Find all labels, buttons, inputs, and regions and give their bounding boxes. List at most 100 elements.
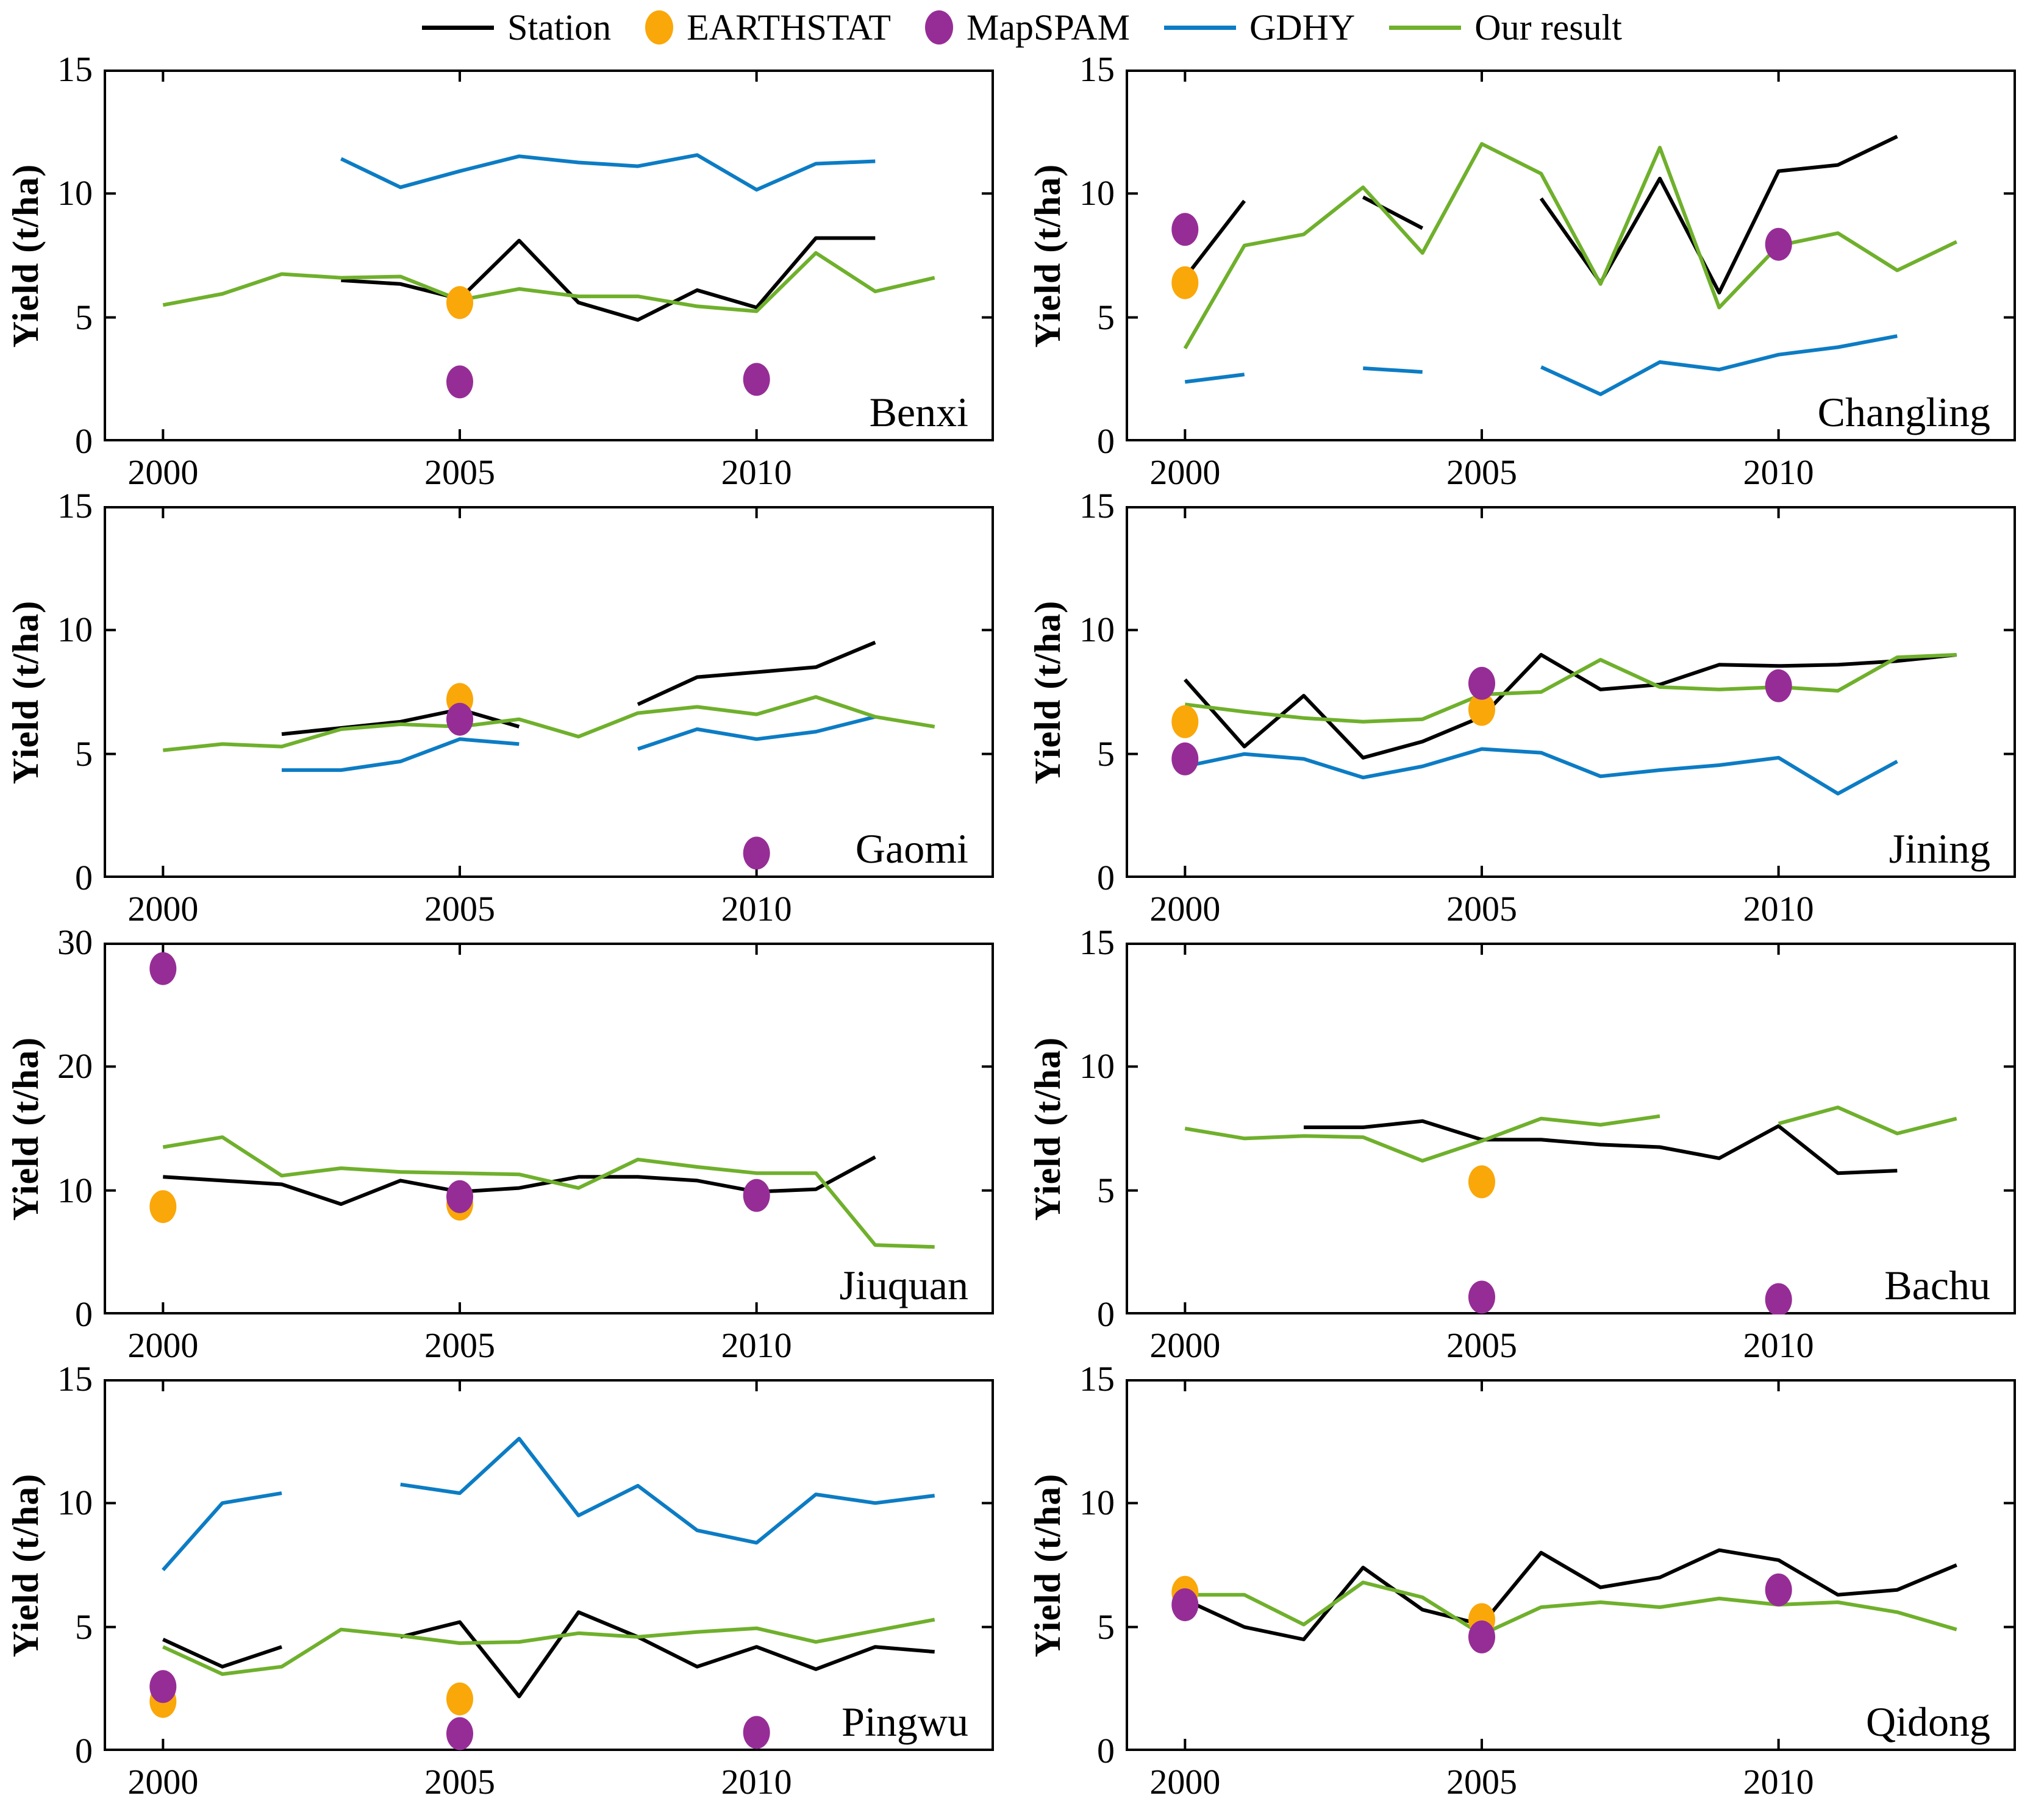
subplot: Yield (t/ha) Gaomi 0 5 10 15 2000 2005 2010	[0, 486, 1022, 929]
x-tick-label: 2010	[721, 889, 792, 929]
mapspam-point	[149, 1670, 177, 1703]
station-name: Jiuquan	[839, 1262, 968, 1308]
subplot: Yield (t/ha) Benxi 0 5 10 15 2000 2005 2010	[0, 49, 1022, 492]
x-tick-label: 2000	[1149, 1762, 1221, 1801]
legend: Station EARTHSTAT MapSPAM GDHY Our resul…	[0, 0, 2044, 55]
y-tick-label: 15	[1079, 49, 1115, 89]
y-tick-label: 10	[57, 610, 93, 650]
x-tick-label: 2005	[424, 889, 495, 929]
y-tick-label: 0	[75, 1294, 93, 1334]
mapspam-point	[743, 836, 770, 870]
y-tick-label: 10	[1079, 610, 1115, 650]
x-tick-label: 2005	[424, 452, 495, 492]
mapspam-point	[446, 1717, 473, 1750]
y-tick-label: 10	[57, 1483, 93, 1523]
mapspam-point	[743, 1716, 770, 1749]
plot-area: Jining	[1126, 506, 2016, 878]
legend-label: Our result	[1474, 7, 1622, 48]
mapspam-point	[1765, 1573, 1792, 1607]
y-axis-label: Yield (t/ha)	[1022, 70, 1074, 441]
y-tick-label: 0	[75, 858, 93, 897]
y-axis-label: Yield (t/ha)	[1022, 506, 1074, 878]
plot-svg	[104, 943, 994, 1314]
station-line	[637, 640, 876, 707]
mapspam-dot-swatch-icon	[925, 10, 954, 45]
y-tick-label: 5	[1097, 733, 1115, 774]
legend-item-earthstat: EARTHSTAT	[645, 7, 891, 49]
station-name: Jining	[1889, 826, 1990, 872]
y-tick-label: 0	[1097, 1731, 1115, 1771]
plot-svg	[1126, 506, 2016, 878]
y-tick-label: 5	[75, 1607, 93, 1647]
mapspam-point	[1468, 1280, 1495, 1314]
gdhy-line	[1184, 373, 1245, 384]
legend-label: EARTHSTAT	[687, 7, 892, 48]
plot-svg	[1126, 70, 2016, 441]
y-tick-label: 10	[1079, 1046, 1115, 1086]
x-tick-label: 2005	[424, 1762, 495, 1801]
x-tick-label: 2010	[721, 452, 792, 492]
station-line	[162, 1638, 282, 1669]
y-tick-label: 15	[57, 49, 93, 89]
y-tick-label: 5	[1097, 1170, 1115, 1210]
our-line	[1778, 1105, 1957, 1136]
plot-area: Changling	[1126, 70, 2016, 441]
gdhy-line	[637, 715, 876, 751]
gdhy-line	[1184, 747, 1898, 796]
x-tick-label: 2005	[1446, 1325, 1517, 1365]
station-name: Bachu	[1884, 1262, 1990, 1308]
legend-item-station: Station	[422, 7, 611, 49]
legend-label: MapSPAM	[967, 7, 1130, 48]
y-axis-label: Yield (t/ha)	[1022, 1379, 1074, 1751]
subplot: Yield (t/ha) Jiuquan 0 10 20 30 2000 2005 2010	[0, 925, 1022, 1365]
y-tick-label: 5	[75, 733, 93, 774]
y-tick-label: 15	[57, 486, 93, 526]
axes-box	[104, 943, 994, 1314]
y-tick-label: 10	[57, 1170, 93, 1210]
mapspam-point	[1171, 1588, 1199, 1622]
station-line	[341, 236, 876, 322]
station-line	[281, 707, 520, 736]
our-line	[1184, 653, 1957, 724]
station-line-swatch-icon	[422, 25, 495, 30]
x-tick-label: 2010	[1743, 452, 1814, 492]
earthstat-point	[446, 1682, 473, 1716]
y-axis-label: Yield (t/ha)	[1022, 943, 1074, 1314]
our-line	[162, 251, 935, 313]
station-name: Gaomi	[855, 826, 968, 872]
y-axis-label: Yield (t/ha)	[0, 70, 52, 441]
y-tick-label: 0	[1097, 421, 1115, 461]
x-tick-label: 2000	[1149, 889, 1221, 929]
x-tick-label: 2005	[1446, 452, 1517, 492]
subplot: Yield (t/ha) Jining 0 5 10 15 2000 2005 2010	[1022, 488, 2044, 929]
axes-box	[104, 1379, 994, 1751]
y-tick-label: 5	[1097, 1607, 1115, 1647]
y-tick-label: 10	[1079, 1483, 1115, 1523]
station-line	[399, 1610, 935, 1699]
plot-svg	[1126, 943, 2016, 1314]
our-result-line-swatch-icon	[1389, 25, 1462, 30]
x-tick-label: 2010	[721, 1325, 792, 1365]
plot-area: Benxi	[104, 70, 994, 441]
gdhy-line	[1540, 334, 1898, 396]
earthstat-point	[1468, 1165, 1495, 1199]
mapspam-point	[446, 1180, 473, 1213]
gdhy-line-swatch-icon	[1163, 25, 1236, 30]
plot-area: Qidong	[1126, 1379, 2016, 1751]
station-name: Qidong	[1866, 1699, 1990, 1745]
subplot: Yield (t/ha) Bachu 0 5 10 15 2000 2005 2010	[1022, 925, 2044, 1365]
our-line	[162, 1135, 935, 1249]
mapspam-point	[743, 363, 770, 396]
x-tick-label: 2010	[1743, 1325, 1814, 1365]
y-axis-label: Yield (t/ha)	[0, 506, 52, 878]
y-tick-label: 15	[57, 1359, 93, 1399]
station-line	[1183, 199, 1246, 279]
y-axis-label: Yield (t/ha)	[0, 943, 52, 1314]
y-tick-label: 0	[75, 421, 93, 461]
axes-box	[1126, 506, 2016, 878]
station-line	[1184, 1548, 1957, 1641]
legend-item-gdhy: GDHY	[1163, 7, 1355, 49]
plot-area: Pingwu	[104, 1379, 994, 1751]
legend-item-our-result: Our result	[1389, 7, 1622, 49]
mapspam-point	[1171, 742, 1199, 776]
